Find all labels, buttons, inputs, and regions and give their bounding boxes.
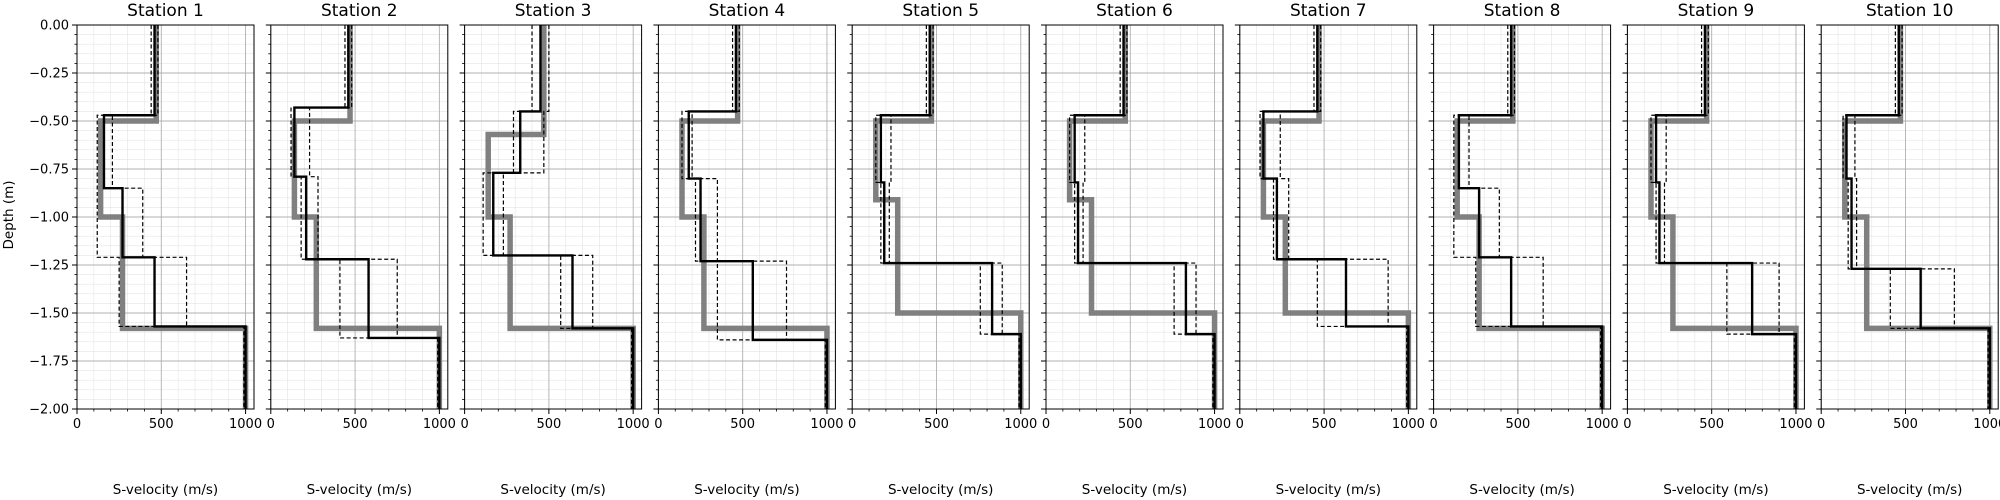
estimated-profile — [687, 25, 829, 409]
panel-title: Station 8 — [1484, 1, 1561, 21]
reference-profile — [97, 25, 249, 409]
y-tick-label: −1.00 — [29, 211, 69, 226]
x-tick-label: 0 — [267, 417, 275, 432]
x-tick-label: 0 — [1817, 417, 1825, 432]
panel-series — [1259, 25, 1412, 409]
x-tick-label: 0 — [848, 417, 856, 432]
estimated-profile — [102, 25, 247, 409]
estimated-profile — [1457, 25, 1604, 409]
x-tick-label: 0 — [654, 417, 662, 432]
panel-station-7: 0 500 1000 Station 7 S-velocity (m/s) — [1234, 1, 1425, 498]
panel-series — [290, 25, 443, 409]
x-tick-label: 1000 — [423, 417, 456, 432]
panel-title: Station 7 — [1290, 1, 1367, 21]
x-axis-label: S-velocity (m/s) — [888, 482, 993, 498]
y-tick-label: −0.75 — [29, 163, 69, 178]
estimated-profile — [1262, 25, 1410, 409]
panel-title: Station 5 — [902, 1, 979, 21]
panel-series — [873, 25, 1024, 409]
x-tick-label: 1000 — [1198, 417, 1231, 432]
x-tick-label: 0 — [73, 417, 81, 432]
panel-title: Station 2 — [321, 1, 398, 21]
x-axis-label: S-velocity (m/s) — [1857, 482, 1962, 498]
y-axis-label: Depth (m) — [1, 180, 17, 249]
estimated-profile — [492, 25, 635, 409]
y-tick-label: −2.00 — [29, 403, 69, 418]
panel-series — [679, 25, 830, 409]
x-tick-label: 1000 — [810, 417, 843, 432]
panel-title: Station 3 — [515, 1, 592, 21]
x-tick-label: 500 — [1118, 417, 1143, 432]
panel-station-10: 0 500 1000 Station 10 S-velocity (m/s) — [1816, 1, 2000, 498]
estimated-profile — [1654, 25, 1798, 409]
panel-title: Station 1 — [127, 1, 204, 21]
estimated-profile — [1073, 25, 1216, 409]
x-tick-label: 0 — [1429, 417, 1437, 432]
panel-station-9: 0 500 1000 Station 9 S-velocity (m/s) — [1622, 1, 1813, 498]
x-tick-label: 0 — [1623, 417, 1631, 432]
reference-profile — [1648, 25, 1799, 409]
y-tick-label: −0.50 — [29, 115, 69, 130]
panel-series — [96, 25, 249, 409]
x-axis-label: S-velocity (m/s) — [1276, 482, 1381, 498]
panel-title: Station 10 — [1866, 1, 1953, 21]
panel-station-1: 0 500 1000 0.00 −0.25 −0.50 −0.75 −1.00 −1.25 −1.… — [29, 1, 262, 498]
x-tick-label: 500 — [1312, 417, 1337, 432]
reference-profile — [679, 25, 830, 409]
x-tick-label: 500 — [1505, 417, 1530, 432]
x-axis-label: S-velocity (m/s) — [113, 482, 218, 498]
y-tick-label: −1.25 — [29, 259, 69, 274]
panel-title: Station 6 — [1096, 1, 1173, 21]
x-axis-label: S-velocity (m/s) — [307, 482, 412, 498]
panels: 0 500 1000 0.00 −0.25 −0.50 −0.75 −1.00 −1.25 −1.… — [29, 1, 2000, 498]
reference-profile — [873, 25, 1024, 409]
x-tick-label: 500 — [149, 417, 174, 432]
panel-station-6: 0 500 1000 Station 6 S-velocity (m/s) — [1041, 1, 1231, 498]
x-tick-label: 0 — [460, 417, 468, 432]
x-tick-label: 0 — [1236, 417, 1244, 432]
panel-title: Station 9 — [1678, 1, 1755, 21]
y-tick-label: 0.00 — [40, 19, 69, 34]
x-axis-label: S-velocity (m/s) — [1469, 482, 1574, 498]
panel-series — [482, 25, 636, 409]
estimated-profile — [293, 25, 441, 409]
y-tick-label: −1.50 — [29, 307, 69, 322]
panel-station-5: 0 500 1000 Station 5 S-velocity (m/s) — [847, 1, 1037, 498]
panel-station-4: 0 500 1000 Station 4 S-velocity (m/s) — [653, 1, 844, 498]
panel-station-8: 0 500 1000 Station 8 S-velocity (m/s) — [1428, 1, 1619, 498]
x-axis-label: S-velocity (m/s) — [1663, 482, 1768, 498]
panel-title: Station 4 — [709, 1, 786, 21]
x-tick-label: 1000 — [1004, 417, 1037, 432]
x-axis-label: S-velocity (m/s) — [694, 482, 799, 498]
panel-station-3: 0 500 1000 Station 3 S-velocity (m/s) — [459, 1, 650, 498]
panel-series — [1453, 25, 1605, 409]
y-tick-label: −1.75 — [29, 355, 69, 370]
x-tick-label: 500 — [536, 417, 561, 432]
x-tick-label: 500 — [1699, 417, 1724, 432]
x-tick-label: 500 — [343, 417, 368, 432]
reference-profile — [1454, 25, 1605, 409]
estimated-profile — [1845, 25, 1991, 409]
x-tick-label: 500 — [924, 417, 949, 432]
panel-series — [1066, 25, 1218, 409]
x-tick-label: 1000 — [229, 417, 262, 432]
x-tick-label: 1000 — [1392, 417, 1425, 432]
x-tick-label: 1000 — [1973, 417, 2000, 432]
x-tick-label: 1000 — [617, 417, 650, 432]
estimated-profile — [879, 25, 1022, 409]
x-axis-label: S-velocity (m/s) — [1082, 482, 1187, 498]
panel-series — [1842, 25, 1993, 409]
x-tick-label: 0 — [1042, 417, 1050, 432]
y-tick-label: −0.25 — [29, 67, 69, 82]
x-tick-label: 500 — [730, 417, 755, 432]
reference-profile — [1066, 25, 1218, 409]
panel-series — [1648, 25, 1799, 409]
x-axis-label: S-velocity (m/s) — [500, 482, 605, 498]
x-tick-label: 1000 — [1586, 417, 1619, 432]
x-tick-label: 500 — [1893, 417, 1918, 432]
panel-station-2: 0 500 1000 Station 2 S-velocity (m/s) — [265, 1, 456, 498]
x-tick-label: 1000 — [1779, 417, 1812, 432]
